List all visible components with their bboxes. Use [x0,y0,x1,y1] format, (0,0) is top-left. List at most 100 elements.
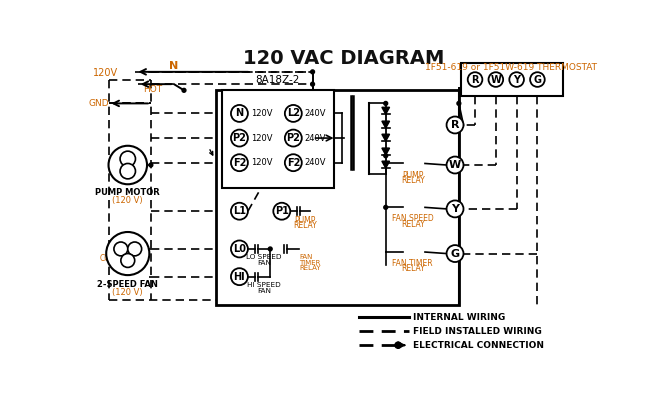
Circle shape [285,105,302,122]
Text: HI: HI [234,272,245,282]
Text: (120 V): (120 V) [113,196,143,205]
Text: FAN SPEED: FAN SPEED [392,215,433,223]
Text: RELAY: RELAY [293,221,317,230]
Text: HI SPEED: HI SPEED [247,282,281,288]
Text: P2: P2 [232,133,247,143]
Text: FIELD INSTALLED WIRING: FIELD INSTALLED WIRING [413,327,541,336]
Circle shape [182,88,186,92]
Text: W: W [449,160,461,170]
Text: L2: L2 [287,109,300,119]
Text: N: N [170,62,179,72]
Text: P2: P2 [286,133,300,143]
Text: LO SPEED: LO SPEED [247,254,282,261]
Polygon shape [382,161,389,168]
Text: HOT: HOT [143,85,163,94]
Text: FAN: FAN [257,260,271,266]
Text: LO: LO [117,246,125,251]
Text: G: G [533,75,541,85]
Circle shape [488,72,503,87]
Text: L0: L0 [233,244,246,254]
Text: FAN TIMER: FAN TIMER [393,259,433,268]
Circle shape [446,116,464,133]
Circle shape [446,200,464,217]
Text: RELAY: RELAY [401,176,425,185]
Text: 120V: 120V [93,67,118,78]
Text: R: R [471,75,479,85]
Circle shape [273,203,290,220]
Polygon shape [382,148,389,155]
Text: TIMER: TIMER [299,260,321,266]
Text: 120V: 120V [251,109,273,118]
Circle shape [120,163,135,179]
FancyBboxPatch shape [222,90,334,188]
Text: R: R [451,120,459,130]
Text: 120 VAC DIAGRAM: 120 VAC DIAGRAM [243,49,444,68]
Circle shape [509,72,524,87]
Text: GND: GND [89,99,110,108]
Circle shape [395,342,401,348]
Text: FAN: FAN [299,254,313,261]
Circle shape [384,101,388,105]
Text: RELAY: RELAY [401,264,425,274]
Circle shape [120,151,135,166]
Circle shape [109,146,147,184]
Text: FAN: FAN [257,287,271,294]
Text: F2: F2 [287,158,300,168]
Circle shape [114,242,128,256]
Polygon shape [382,107,389,114]
Circle shape [231,203,248,220]
Circle shape [446,245,464,262]
Text: PUMP: PUMP [294,216,316,225]
Circle shape [121,253,135,267]
Circle shape [231,268,248,285]
Text: G: G [450,248,460,259]
Text: PUMP: PUMP [402,171,423,179]
Circle shape [530,72,545,87]
FancyBboxPatch shape [216,90,459,305]
Text: N: N [235,109,243,119]
Text: P1: P1 [275,206,289,216]
Text: (120 V): (120 V) [113,287,143,297]
Text: 240V: 240V [305,109,326,118]
Circle shape [231,105,248,122]
Text: 120V: 120V [251,134,273,142]
Polygon shape [382,121,389,128]
Circle shape [384,205,388,209]
Circle shape [268,247,272,251]
Circle shape [231,154,248,171]
Text: 240V: 240V [305,158,326,167]
Circle shape [128,242,141,256]
Text: RELAY: RELAY [401,220,425,229]
Polygon shape [382,134,389,141]
Text: HI: HI [131,246,138,251]
Circle shape [468,72,482,87]
Circle shape [285,129,302,147]
Text: Y: Y [513,75,520,85]
Text: COM: COM [100,254,117,264]
Text: W: W [490,75,501,85]
Text: ELECTRICAL CONNECTION: ELECTRICAL CONNECTION [413,341,543,350]
Circle shape [311,82,314,86]
Text: F2: F2 [232,158,246,168]
Text: 240V: 240V [305,134,326,142]
Circle shape [231,129,248,147]
Text: INTERNAL WIRING: INTERNAL WIRING [413,313,505,322]
Text: RELAY: RELAY [299,265,321,271]
Text: PUMP MOTOR: PUMP MOTOR [95,188,160,197]
Circle shape [446,157,464,173]
Circle shape [384,162,388,166]
Circle shape [384,154,388,158]
Circle shape [149,163,153,167]
Circle shape [457,101,461,105]
FancyBboxPatch shape [461,63,563,96]
Circle shape [285,154,302,171]
Text: 2-SPEED FAN: 2-SPEED FAN [97,280,158,289]
Circle shape [107,232,149,275]
Text: 1F51-619 or 1F51W-619 THERMOSTAT: 1F51-619 or 1F51W-619 THERMOSTAT [425,64,597,72]
Text: L1: L1 [233,206,246,216]
Circle shape [311,70,314,74]
Text: Y: Y [451,204,459,214]
Text: 120V: 120V [251,158,273,167]
Text: 8A18Z-2: 8A18Z-2 [256,75,300,85]
Circle shape [231,241,248,257]
